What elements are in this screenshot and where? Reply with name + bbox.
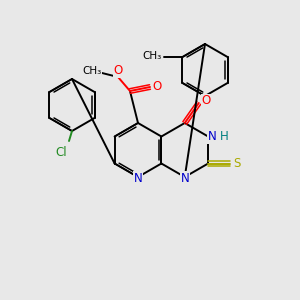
Text: S: S [233,157,241,170]
Text: N: N [180,172,189,184]
Text: N: N [134,172,142,184]
Text: O: O [152,80,162,94]
Text: O: O [201,94,210,107]
Text: Cl: Cl [55,146,67,160]
Text: CH₃: CH₃ [143,51,162,61]
Text: CH₃: CH₃ [82,66,102,76]
Text: O: O [113,64,123,77]
Text: H: H [220,130,229,143]
Text: N: N [208,130,217,143]
